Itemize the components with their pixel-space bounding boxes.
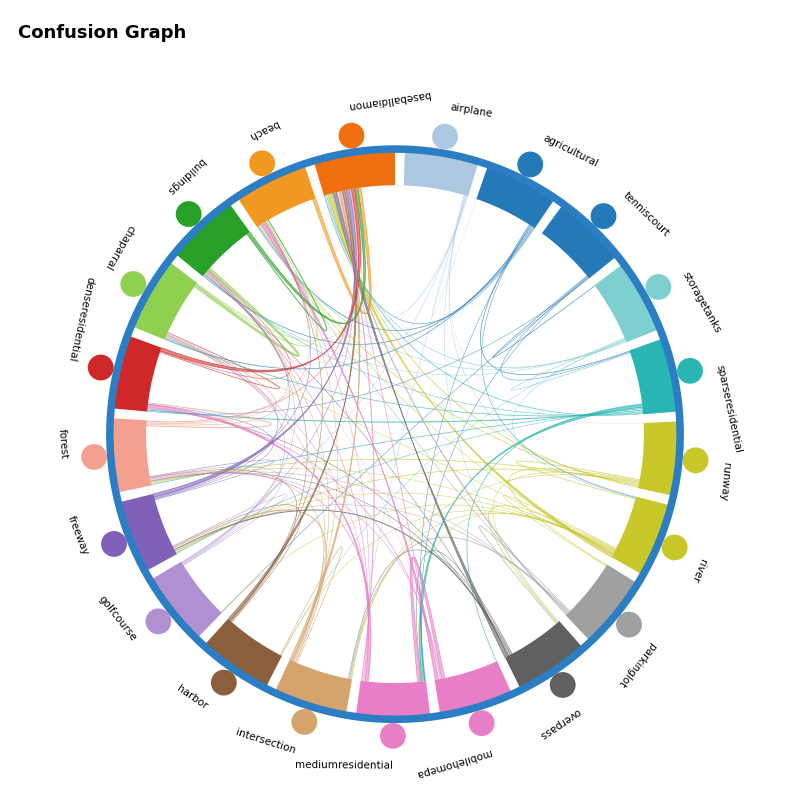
Text: airplane: airplane (450, 102, 493, 119)
Polygon shape (134, 263, 198, 339)
Text: freeway: freeway (66, 515, 91, 557)
Polygon shape (404, 151, 478, 196)
Polygon shape (356, 680, 431, 717)
Polygon shape (176, 204, 250, 276)
Polygon shape (248, 188, 366, 324)
Text: storagetanks: storagetanks (680, 270, 723, 335)
Circle shape (340, 124, 363, 148)
Polygon shape (248, 188, 366, 324)
Polygon shape (228, 191, 356, 621)
Polygon shape (313, 187, 371, 314)
Polygon shape (106, 145, 684, 723)
Circle shape (518, 153, 542, 176)
Text: intersection: intersection (235, 727, 297, 755)
Polygon shape (410, 557, 445, 682)
Polygon shape (261, 223, 438, 680)
Polygon shape (329, 193, 613, 557)
Polygon shape (630, 339, 677, 415)
Polygon shape (333, 192, 508, 658)
Polygon shape (120, 494, 177, 570)
Text: tenniscourt: tenniscourt (621, 191, 671, 239)
Circle shape (121, 272, 145, 296)
Polygon shape (160, 188, 360, 372)
Polygon shape (594, 265, 658, 343)
Polygon shape (611, 497, 669, 574)
Polygon shape (238, 166, 316, 227)
Polygon shape (542, 206, 615, 279)
Text: mobilehomepa: mobilehomepa (414, 747, 491, 779)
Polygon shape (314, 151, 395, 196)
Polygon shape (276, 659, 352, 713)
Polygon shape (329, 193, 613, 557)
Polygon shape (419, 405, 642, 682)
Polygon shape (112, 419, 152, 492)
Polygon shape (148, 404, 371, 682)
Polygon shape (476, 167, 554, 228)
Text: golfcourse: golfcourse (97, 594, 138, 643)
Polygon shape (228, 191, 356, 621)
Polygon shape (148, 404, 371, 682)
Text: denseresidential: denseresidential (66, 276, 96, 362)
Circle shape (82, 445, 106, 469)
Polygon shape (290, 191, 360, 661)
Circle shape (212, 671, 236, 695)
Text: agricultural: agricultural (541, 133, 600, 169)
Text: baseballdiamon: baseballdiamon (346, 89, 430, 111)
Circle shape (177, 202, 201, 226)
Circle shape (292, 710, 317, 734)
Text: chaparral: chaparral (103, 223, 136, 271)
Polygon shape (194, 267, 299, 356)
Circle shape (102, 532, 126, 556)
Circle shape (88, 356, 113, 380)
Text: buildings: buildings (164, 156, 206, 196)
Text: parkinglot: parkinglot (615, 641, 656, 688)
Polygon shape (313, 187, 371, 314)
Circle shape (146, 609, 171, 633)
Polygon shape (153, 190, 356, 497)
Circle shape (663, 536, 687, 559)
Polygon shape (410, 557, 445, 682)
Polygon shape (205, 619, 282, 686)
Text: Confusion Graph: Confusion Graph (18, 23, 186, 41)
Text: river: river (689, 557, 707, 583)
Polygon shape (290, 191, 360, 661)
Polygon shape (638, 422, 678, 495)
Text: overpass: overpass (537, 706, 582, 740)
Text: harbor: harbor (175, 684, 209, 712)
Text: sparseresidential: sparseresidential (715, 364, 743, 453)
Polygon shape (194, 267, 299, 356)
Text: runway: runway (717, 462, 731, 502)
Polygon shape (566, 565, 636, 640)
Circle shape (678, 359, 702, 383)
Polygon shape (113, 336, 161, 411)
Circle shape (683, 448, 708, 473)
Circle shape (469, 711, 494, 735)
Circle shape (250, 151, 274, 175)
Polygon shape (419, 405, 642, 682)
Circle shape (646, 275, 671, 299)
Circle shape (592, 204, 615, 228)
Circle shape (381, 724, 405, 748)
Text: forest: forest (57, 429, 69, 460)
Circle shape (551, 673, 575, 697)
Text: beach: beach (246, 118, 280, 141)
Circle shape (433, 124, 457, 149)
Polygon shape (153, 190, 356, 497)
Text: mediumresidential: mediumresidential (295, 760, 393, 771)
Polygon shape (435, 661, 511, 713)
Polygon shape (152, 562, 222, 638)
Circle shape (617, 612, 641, 637)
Polygon shape (261, 223, 438, 680)
Polygon shape (160, 188, 360, 372)
Polygon shape (505, 621, 581, 688)
Polygon shape (333, 192, 508, 658)
